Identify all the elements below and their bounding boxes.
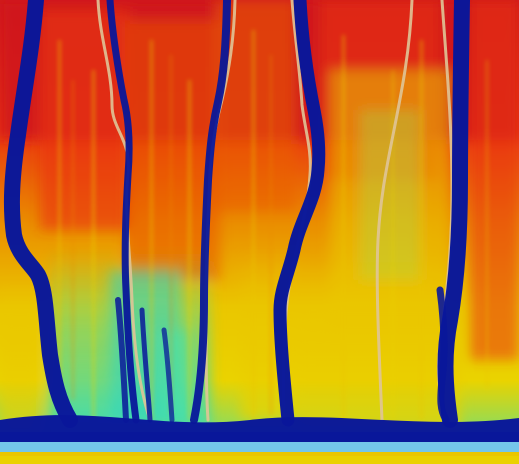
heatmap-image xyxy=(0,0,519,464)
pixel-grain xyxy=(0,0,519,464)
image-frame xyxy=(0,0,519,464)
